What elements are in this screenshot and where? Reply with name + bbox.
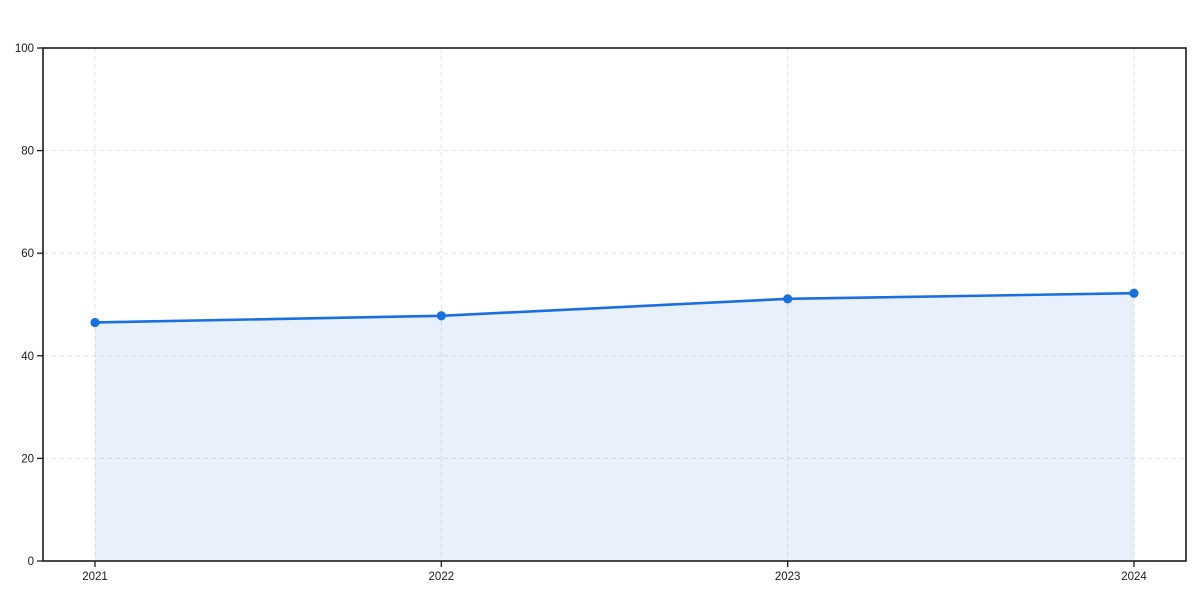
- tick-marks: [37, 47, 1135, 567]
- ytick-label-20: 20: [21, 453, 34, 465]
- ytick-label-80: 80: [21, 146, 34, 158]
- data-point-2022: [436, 311, 446, 321]
- series-markers: [90, 288, 1139, 328]
- tick-labels: 0 20 40 60 80 100 2021 2022 2023 2024: [15, 43, 1148, 583]
- xtick-label-2023: 2023: [775, 571, 801, 583]
- xtick-label-2021: 2021: [82, 571, 108, 583]
- xtick-label-2024: 2024: [1121, 571, 1147, 583]
- series-line: [93, 291, 1136, 324]
- ytick-label-100: 100: [15, 43, 34, 55]
- ytick-label-60: 60: [21, 248, 34, 260]
- data-point-2023: [783, 294, 793, 304]
- plot-frame: [42, 47, 1187, 562]
- ytick-label-0: 0: [28, 556, 34, 568]
- series-area-fill: [95, 293, 1134, 561]
- ytick-label-40: 40: [21, 351, 34, 363]
- xtick-label-2022: 2022: [429, 571, 455, 583]
- data-point-2021: [90, 317, 100, 328]
- data-point-2024: [1129, 288, 1139, 298]
